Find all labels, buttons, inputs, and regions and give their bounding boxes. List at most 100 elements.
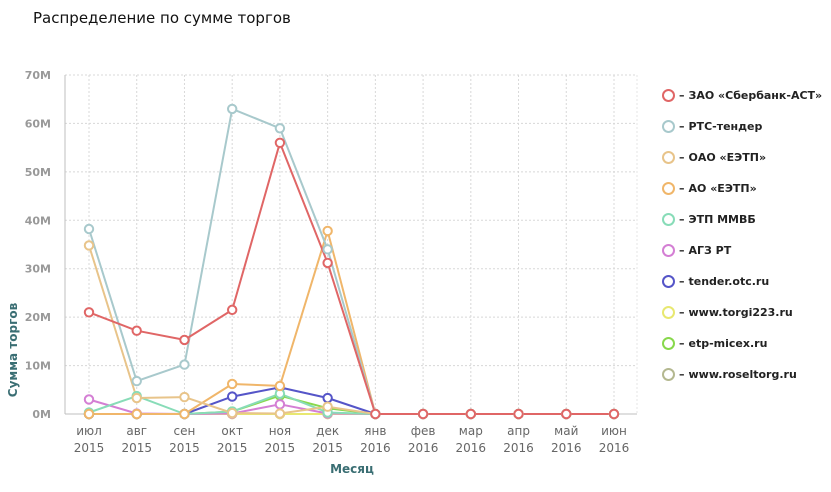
x-tick-label: июн [601, 424, 627, 438]
y-tick-label: 60M [25, 117, 51, 130]
data-point [322, 392, 333, 404]
legend-label: РТС-тендер [688, 120, 763, 133]
legend-marker-icon [662, 244, 675, 257]
grid [65, 74, 637, 414]
data-point [179, 359, 190, 370]
x-tick-label-year: 2016 [360, 441, 391, 455]
data-point [370, 408, 381, 420]
data-point [131, 325, 142, 336]
legend-dash: – [679, 368, 685, 381]
data-point [83, 408, 95, 420]
data-point [131, 408, 142, 420]
legend-label: tender.otc.ru [688, 275, 770, 288]
legend: – ЗАО «Сбербанк-АСТ» – РТС-тендер – ОАО «ЕЭТП… [662, 80, 830, 390]
data-point [274, 408, 286, 419]
x-tick-label: окт [221, 424, 243, 438]
y-tick-label: 50M [25, 166, 51, 179]
legend-item[interactable]: – АГЗ РТ [662, 235, 830, 266]
x-tick-label-year: 2016 [456, 441, 487, 455]
series-line [89, 229, 614, 415]
legend-marker-icon [662, 275, 675, 288]
x-tick-label-year: 2015 [121, 441, 152, 455]
legend-label: etp-micex.ru [688, 337, 768, 350]
data-point [83, 240, 95, 251]
data-point [274, 399, 286, 410]
data-point [226, 378, 238, 390]
x-tick-label: июл [76, 424, 102, 438]
data-point [131, 375, 142, 387]
chart-title: Распределение по сумме торгов [33, 9, 291, 27]
data-point [226, 391, 238, 402]
data-point [322, 257, 333, 269]
legend-marker-icon [662, 89, 675, 102]
x-tick-label: апр [507, 424, 530, 438]
x-tick-label-year: 2016 [503, 441, 534, 455]
legend-item[interactable]: – www.torgi223.ru [662, 297, 830, 328]
data-point [465, 408, 477, 420]
legend-dash: – [679, 306, 685, 319]
data-point [226, 407, 238, 419]
legend-item[interactable]: – tender.otc.ru [662, 266, 830, 297]
legend-marker-icon [662, 368, 675, 381]
x-tick-label: авг [126, 424, 147, 438]
legend-item[interactable]: – АО «ЕЭТП» [662, 173, 830, 204]
series-lines [88, 107, 614, 415]
legend-dash: – [679, 337, 685, 350]
data-point [131, 392, 142, 404]
data-point [561, 408, 572, 420]
x-tick-label: дек [316, 424, 339, 438]
data-point [83, 394, 95, 405]
y-axis-label: Сумма торгов [6, 302, 20, 397]
y-tick-label: 70M [25, 69, 51, 82]
y-tick-label: 10M [25, 360, 51, 373]
legend-label: www.torgi223.ru [688, 306, 793, 319]
legend-dash: – [679, 213, 685, 226]
legend-dash: – [679, 151, 685, 164]
legend-marker-icon [662, 182, 675, 195]
series-line [88, 107, 614, 415]
legend-dash: – [679, 275, 685, 288]
legend-item[interactable]: – ЗАО «Сбербанк-АСТ» [662, 80, 830, 111]
legend-label: ЗАО «Сбербанк-АСТ» [688, 89, 823, 102]
y-tick-label: 30M [25, 263, 51, 276]
data-point [226, 304, 238, 316]
data-point [322, 401, 333, 412]
data-point [179, 408, 190, 420]
legend-label: www.roseltorg.ru [688, 368, 797, 381]
data-point [322, 244, 333, 255]
data-point [83, 223, 95, 235]
data-point [226, 103, 238, 115]
data-point [417, 408, 429, 420]
data-point [274, 123, 286, 134]
series-line [88, 141, 614, 415]
data-point [608, 408, 620, 420]
legend-marker-icon [662, 120, 675, 133]
legend-marker-icon [662, 306, 675, 319]
x-tick-label: сен [174, 424, 196, 438]
legend-item[interactable]: – ЭТП ММВБ [662, 204, 830, 235]
legend-marker-icon [662, 151, 675, 164]
y-tick-label: 0M [32, 408, 51, 421]
x-tick-label-year: 2015 [74, 441, 105, 455]
x-tick-label: фев [411, 424, 436, 438]
x-tick-label-year: 2016 [408, 441, 439, 455]
x-tick-label-year: 2016 [599, 441, 630, 455]
x-axis-label: Месяц [330, 462, 374, 476]
legend-label: АГЗ РТ [688, 244, 732, 257]
legend-item[interactable]: – etp-micex.ru [662, 328, 830, 359]
y-tick-label: 40M [25, 214, 51, 227]
y-tick-label: 20M [25, 311, 51, 324]
data-point [513, 408, 524, 420]
legend-label: ОАО «ЕЭТП» [688, 151, 767, 164]
legend-item[interactable]: – www.roseltorg.ru [662, 359, 830, 390]
x-tick-label: мар [459, 424, 483, 438]
x-tick-label: янв [364, 424, 386, 438]
x-tick-label: май [554, 424, 578, 438]
legend-item[interactable]: – ОАО «ЕЭТП» [662, 142, 830, 173]
x-tick-label: ноя [269, 424, 291, 438]
data-point [274, 380, 286, 392]
x-tick-label-year: 2015 [169, 441, 200, 455]
legend-item[interactable]: – РТС-тендер [662, 111, 830, 142]
data-point [274, 137, 286, 149]
